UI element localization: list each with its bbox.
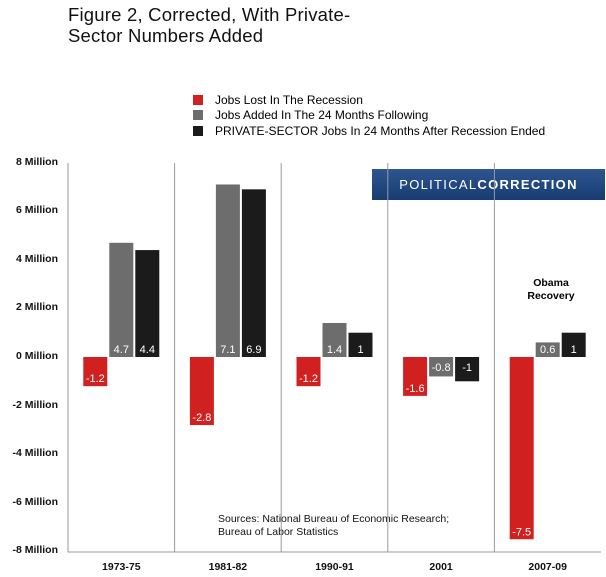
bar-value-label: 0.6 [540,344,555,356]
bar-1981-82-series-2 [215,184,240,357]
bar-1973-75-series-3 [135,250,160,357]
bar-value-label: 7.1 [220,344,235,356]
x-tick-label: 1973-75 [102,561,141,573]
y-tick-label: 8 Million [16,155,58,168]
bar-2007-09-series-1 [509,357,534,540]
source-note-line-1: Sources: National Bureau of Economic Res… [218,513,450,525]
y-tick-label: 2 Million [16,301,58,314]
y-tick-label: -4 Million [12,447,59,460]
bar-value-label: 1.4 [327,344,342,356]
bar-value-label: 1 [357,344,363,356]
bar-1981-82-series-1 [189,357,214,426]
legend-swatch-private-sector [193,126,203,136]
y-tick-label: 6 Million [16,204,58,217]
bar-1973-75-series-2 [109,242,134,357]
y-tick-label: -8 Million [12,544,59,557]
y-tick-label: -2 Million [12,398,59,411]
bar-value-label: 4.4 [140,344,155,356]
y-tick-label: -6 Million [12,495,59,508]
bar-value-label: -1.2 [299,373,318,385]
x-tick-label: 1990-91 [315,561,354,573]
legend-item-private-sector: PRIVATE-SECTOR Jobs In 24 Months After R… [193,124,545,138]
bar-value-label: 4.7 [114,344,129,356]
bar-value-label: -0.8 [432,362,451,374]
source-note-line-2: Bureau of Labor Statistics [218,526,339,538]
logo-text-correction: CORRECTION [477,177,578,192]
bar-2001-series-2 [429,357,454,377]
logo-text-political: POLITICAL [399,177,478,192]
annotation-line-2: Recovery [527,290,575,302]
bar-value-label: -1 [462,362,472,374]
x-tick-label: 2007-09 [528,561,567,573]
bar-value-label: -1.6 [406,383,425,395]
bar-value-label: -1.2 [86,373,105,385]
y-tick-label: 4 Million [16,252,58,265]
legend-item-jobs-lost: Jobs Lost In The Recession [193,93,363,107]
chart-frame [67,163,601,553]
bar-2001-series-1 [403,357,428,396]
bar-1981-82-series-3 [241,189,266,357]
bar-1990-91-series-1 [296,357,321,387]
legend-label-jobs-lost: Jobs Lost In The Recession [215,93,363,107]
axis-lines [67,163,601,553]
x-tick-label: 2001 [429,561,453,573]
political-correction-logo: POLITICAL CORRECTION [372,169,605,200]
legend-swatch-jobs-added [193,110,203,120]
x-tick-label: 1981-82 [208,561,248,573]
chart-title-line-1: Figure 2, Corrected, With Private- [68,4,351,25]
bar-value-label: 6.9 [246,344,261,356]
bar-1990-91-series-3 [348,332,373,357]
legend-label-jobs-added: Jobs Added In The 24 Months Following [215,108,429,122]
bar-2001-series-3 [455,357,480,382]
chart-title-line-2: Sector Numbers Added [68,25,264,46]
bar-1990-91-series-2 [322,322,347,357]
legend-swatch-jobs-lost [193,95,203,105]
legend-item-jobs-added: Jobs Added In The 24 Months Following [193,108,428,122]
bar-value-label: -2.8 [192,412,211,424]
annotation-line-1: Obama [533,277,569,289]
bars-group: -1.2 4.7 4.4 -2.8 7.1 6.9 -1.2 1.4 1 -1.6 -0.8 -1 -7… [83,184,586,540]
bar-value-label: -7.5 [512,526,531,538]
bar-1973-75-series-1 [83,357,108,387]
bar-value-label: 1 [571,344,577,356]
obama-recovery-annotation: Obama Recovery [511,277,591,303]
bar-2007-09-series-3 [561,332,586,357]
y-tick-label: 0 Million [16,350,58,362]
legend-label-private-sector: PRIVATE-SECTOR Jobs In 24 Months After R… [215,124,546,138]
bar-2007-09-series-2 [535,342,560,357]
